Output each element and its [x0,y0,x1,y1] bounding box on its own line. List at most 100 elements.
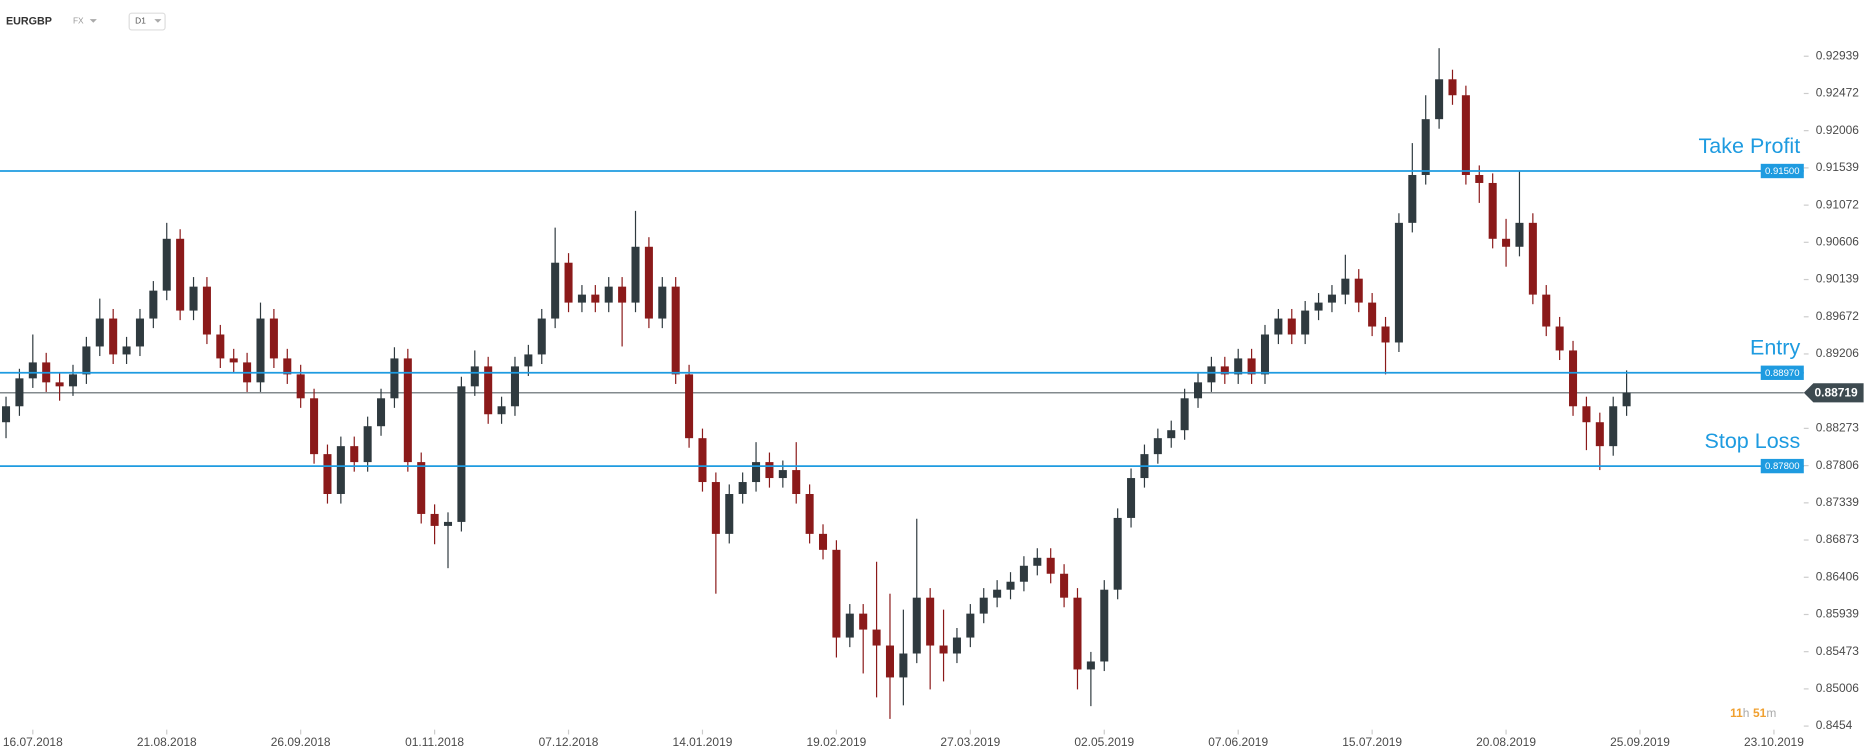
candle-body [939,645,948,654]
candle-body [363,426,372,463]
market-dropdown[interactable] [89,19,97,23]
candle-body [604,286,613,303]
header: EURGBP FX D1 [6,12,166,31]
candle-body [1609,406,1618,447]
level-name: Stop Loss [1705,429,1801,453]
level-name: Take Profit [1699,134,1801,158]
candle-body [1314,302,1323,311]
candle-body [631,246,640,303]
candle-body [1569,350,1578,407]
candle-body [1488,182,1497,239]
candle-body [671,286,680,375]
x-tick-label: 14.01.2019 [673,735,733,749]
level-name: Entry [1750,336,1800,360]
candle-body [818,533,828,550]
candle-body [269,318,278,359]
candle-body [1394,222,1403,343]
candle-body [403,358,412,463]
timeframe[interactable]: D1 [135,16,146,26]
candle-body [1046,557,1055,574]
y-tick-label: 0.92939 [1816,48,1860,62]
candle-body [350,446,359,463]
candle-body [283,358,292,375]
candle-body [1086,661,1095,670]
candle-body [1421,119,1430,175]
candle-body [377,398,386,427]
candle-body [752,462,761,483]
candle-body [1073,597,1082,670]
candle-body [1006,581,1015,590]
candle-body [832,549,841,638]
y-tick-label: 0.87339 [1816,495,1860,509]
candle-body [845,613,854,638]
market: FX [73,16,84,26]
timeframe-dropdown[interactable] [154,19,162,23]
candle-body [1502,238,1511,247]
candle-body [1287,318,1296,335]
x-tick-label: 27.03.2019 [940,735,1000,749]
candle-body [1408,174,1417,223]
candle-body [1368,302,1377,327]
candle-body [1595,422,1604,447]
current-price-badge [1803,383,1864,403]
candle-body [1435,79,1444,120]
x-tick-label: 02.05.2019 [1074,735,1134,749]
symbol[interactable]: EURGBP [6,15,52,27]
candle-body [1167,430,1176,439]
y-tick-label: 0.92472 [1816,86,1860,100]
candle-body [484,366,493,415]
timer: 11h 51m [1730,706,1776,720]
candle-body [979,597,988,614]
level-badge [1760,458,1804,474]
y-tick-label: 0.88273 [1816,421,1860,435]
candle-body [310,398,319,455]
candle-body [1260,334,1270,375]
level-value: 0.91500 [1765,166,1800,177]
x-tick-label: 19.02.2019 [806,735,866,749]
candle-body [551,262,560,319]
y-tick-label: 0.90139 [1816,272,1860,286]
candle-body [109,318,118,355]
candle-body [390,358,399,399]
candle-body [95,318,104,347]
x-tick-label: 07.12.2018 [539,735,599,749]
candle-body [1220,366,1229,375]
candle-body [1180,398,1189,431]
candle-body [497,406,506,415]
candle-body [711,482,720,534]
timeframe-box[interactable] [128,12,166,31]
level-value: 0.88970 [1765,368,1800,379]
candle-body [658,286,667,319]
candle-body [885,645,894,678]
candle-body [189,286,198,311]
candle-body [470,366,479,387]
candle-body [15,378,24,407]
y-tick-label: 0.89206 [1816,346,1860,360]
candle-body [28,362,37,379]
candle-body [1381,326,1390,343]
candle-body [912,597,921,654]
candle-body [1542,294,1551,327]
candle-body [698,438,707,483]
candle-body [765,462,774,479]
candle-body [685,374,694,439]
timer-minutes-unit: m [1766,706,1776,720]
candle-body [725,494,734,534]
candle-body [1448,79,1457,96]
candle-body [149,290,158,319]
y-tick-label: 0.85006 [1816,681,1860,695]
y-tick-label: 0.87806 [1816,458,1860,472]
candle-body [336,446,345,495]
y-tick-label: 0.91072 [1816,197,1860,211]
candle-body [1100,589,1109,662]
candle-body [778,470,787,479]
x-tick-label: 26.09.2018 [271,735,331,749]
y-tick-label: 0.92006 [1816,123,1860,137]
candle-body [229,358,238,363]
y-tick-label: 0.8454 [1816,718,1853,732]
candle-body [457,386,466,522]
candle-body [1060,573,1069,598]
candle-body [564,262,573,303]
candle-body [1194,382,1203,399]
